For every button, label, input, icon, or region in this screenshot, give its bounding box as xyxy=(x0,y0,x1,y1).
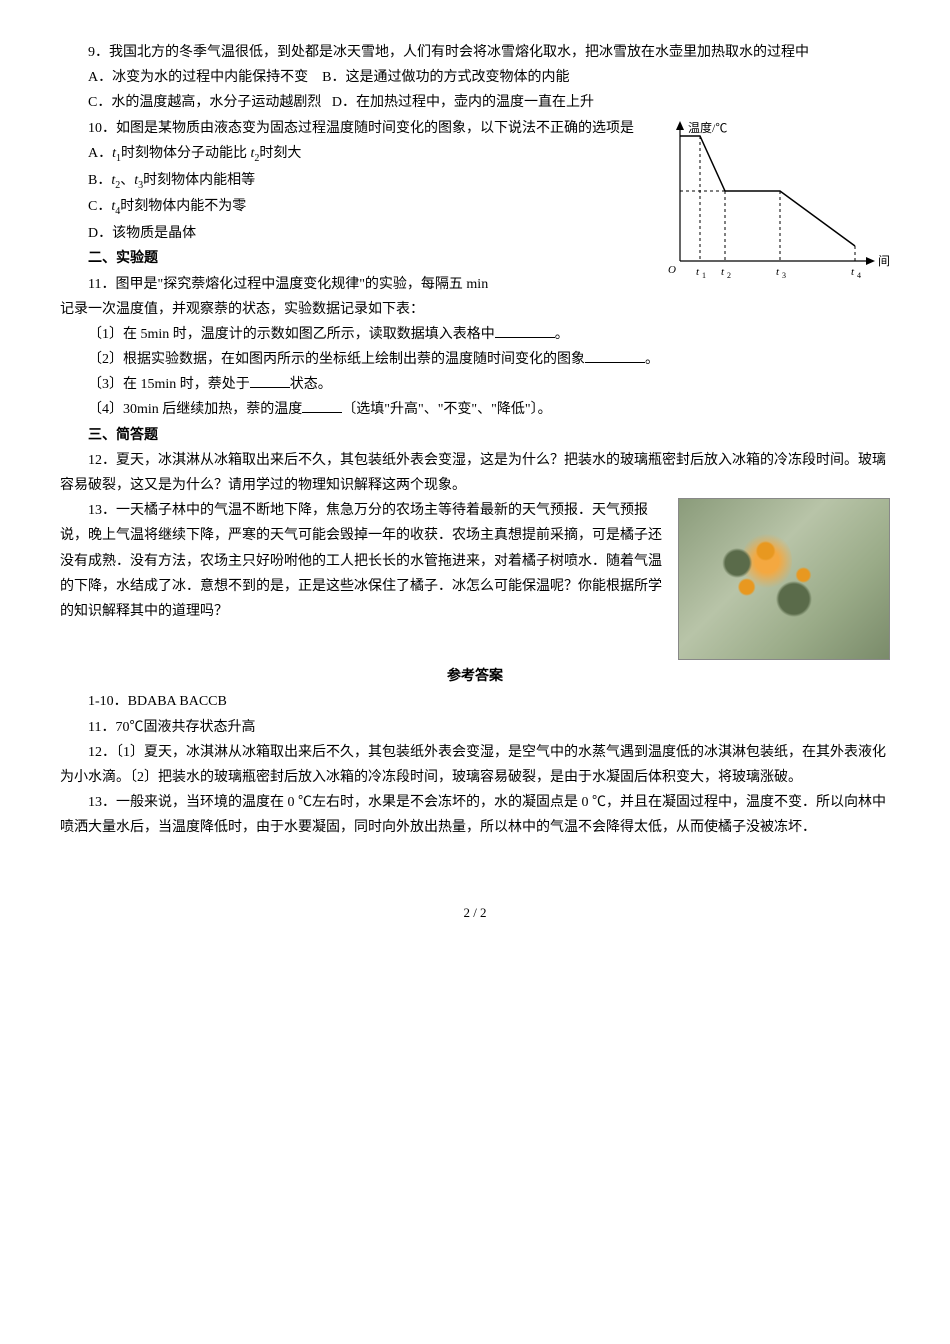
svg-text:2: 2 xyxy=(727,271,731,280)
q9-options-row2: C．水的温度越高，水分子运动越剧烈 D．在加热过程中，壶内的温度一直在上升 xyxy=(60,90,890,115)
q11-text-pre: 11．图甲是"探究萘熔化过程中温度变化规律"的实验，每隔五 min xyxy=(88,277,488,292)
q11-p4: 〔4〕30min 后继续加热，萘的温度〔选填"升高"、"不变"、"降低"〕。 xyxy=(60,397,890,422)
q11-p1: 〔1〕在 5min 时，温度计的示数如图乙所示，读取数据填入表格中。 xyxy=(60,322,890,347)
svg-text:t: t xyxy=(851,266,855,278)
q9-opt-a: A．冰变为水的过程中内能保持不变 xyxy=(88,70,308,85)
q13-block: 13．一天橘子林中的气温不断地下降，焦急万分的农场主等待着最新的天气预报．天气预… xyxy=(60,498,890,660)
svg-text:3: 3 xyxy=(782,271,786,280)
blank-fill xyxy=(250,387,290,388)
q11-p2: 〔2〕根据实验数据，在如图丙所示的坐标纸上绘制出萘的温度随时间变化的图象。 xyxy=(60,347,890,372)
svg-text:温度/℃: 温度/℃ xyxy=(688,120,727,135)
answers-title: 参考答案 xyxy=(60,664,890,689)
blank-fill xyxy=(495,337,555,338)
blank-fill xyxy=(585,362,645,363)
q9-options-row1: A．冰变为水的过程中内能保持不变 B．这是通过做功的方式改变物体的内能 xyxy=(60,65,890,90)
svg-text:t: t xyxy=(721,266,725,278)
q11-text-post-line: 记录一次温度值，并观察萘的状态，实验数据记录如下表： xyxy=(60,297,890,322)
page-footer: 2 / 2 xyxy=(60,901,890,924)
svg-text:4: 4 xyxy=(857,271,861,280)
answer-12: 12．〔1〕夏天，冰淇淋从冰箱取出来后不久，其包装纸外表会变湿，是空气中的水蒸气… xyxy=(60,740,890,790)
svg-text:1: 1 xyxy=(702,271,706,280)
q9-text: 9．我国北方的冬季气温很低，到处都是冰天雪地，人们有时会将冰雪熔化取水，把冰雪放… xyxy=(60,40,890,65)
cooling-curve-chart: 温度/℃间Ot1t2t3t4 xyxy=(660,116,890,296)
answer-11: 11．70℃固液共存状态升高 xyxy=(60,715,890,740)
chart-svg: 温度/℃间Ot1t2t3t4 xyxy=(660,116,890,291)
svg-text:间: 间 xyxy=(878,254,890,268)
answer-13: 13．一般来说，当环境的温度在 0 ℃左右时，水果是不会冻坏的，水的凝固点是 0… xyxy=(60,790,890,840)
blank-fill xyxy=(302,412,342,413)
q12-text: 12．夏天，冰淇淋从冰箱取出来后不久，其包装纸外表会变湿，这是为什么？把装水的玻… xyxy=(60,448,890,498)
answer-1-10: 1-10．BDABA BACCB xyxy=(60,689,890,714)
orange-tree-image xyxy=(678,498,890,660)
q9-opt-c: C．水的温度越高，水分子运动越剧烈 xyxy=(88,95,321,110)
question-10-block: 温度/℃间Ot1t2t3t4 10．如图是某物质由液态变为固态过程温度随时间变化… xyxy=(60,116,890,297)
section-3-title: 三、简答题 xyxy=(60,423,890,448)
svg-text:O: O xyxy=(668,264,676,276)
q9-opt-d: D．在加热过程中，壶内的温度一直在上升 xyxy=(332,95,594,110)
svg-text:t: t xyxy=(776,266,780,278)
q11-p3: 〔3〕在 15min 时，萘处于状态。 xyxy=(60,372,890,397)
question-9: 9．我国北方的冬季气温很低，到处都是冰天雪地，人们有时会将冰雪熔化取水，把冰雪放… xyxy=(60,40,890,116)
q9-opt-b: B．这是通过做功的方式改变物体的内能 xyxy=(322,70,569,85)
svg-text:t: t xyxy=(696,266,700,278)
